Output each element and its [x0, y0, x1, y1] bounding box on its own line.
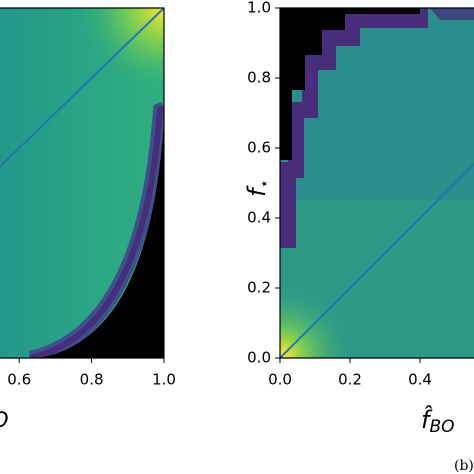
- y-tick-label: 1.0: [247, 0, 271, 17]
- y-axis-label-sub: ⋆: [255, 179, 273, 188]
- y-tick-label: 0.0: [247, 349, 271, 367]
- right-heatmap: [280, 8, 474, 358]
- y-tick-label: 0.8: [247, 69, 271, 87]
- y-axis-label: f⋆: [243, 179, 273, 197]
- x-tick-label: 0.2: [338, 371, 362, 389]
- left-heatmap: [0, 8, 164, 358]
- x-tick-label: 0.6: [7, 371, 31, 389]
- x-tick-label: 1.0: [152, 371, 176, 389]
- caption: (b): [454, 458, 474, 474]
- x-axis-label: f̂BO: [421, 406, 455, 437]
- x-axis-label-sub: BO: [429, 417, 454, 437]
- x-axis-label: O: [0, 408, 9, 432]
- y-tick-label: 0.4: [247, 209, 271, 227]
- y-tick-label: 0.6: [247, 139, 271, 157]
- x-tick-label: 0.0: [268, 371, 292, 389]
- x-tick-label: 0.4: [408, 371, 432, 389]
- y-tick-label: 0.2: [247, 279, 271, 297]
- x-tick-label: 0.8: [80, 371, 104, 389]
